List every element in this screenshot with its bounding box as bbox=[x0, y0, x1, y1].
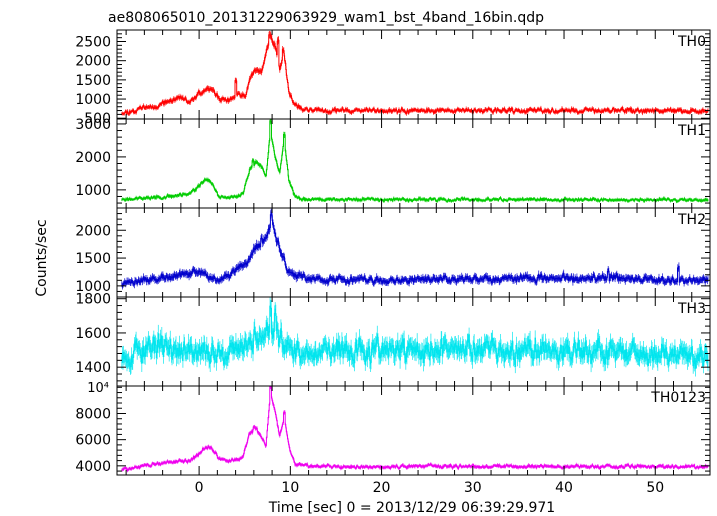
x-tick-label: 20 bbox=[373, 480, 391, 496]
y-tick-label: 6000 bbox=[75, 433, 111, 449]
panel-label-th3: TH3 bbox=[677, 301, 706, 317]
series-th1 bbox=[121, 119, 709, 204]
panel-label-th0123: TH0123 bbox=[650, 390, 706, 406]
y-top-label: 10⁴ bbox=[87, 381, 109, 396]
y-tick-label: 2000 bbox=[75, 223, 111, 239]
x-axis-label: Time [sec] 0 = 2013/12/29 06:39:29.971 bbox=[268, 500, 555, 516]
line-th1 bbox=[121, 120, 709, 203]
y-tick-label: 2000 bbox=[75, 54, 111, 70]
panel-frame bbox=[116, 385, 711, 476]
y-tick-label: 4000 bbox=[75, 459, 111, 475]
panel-th0: 500 1000 1500 2000 2500 TH0 bbox=[75, 29, 711, 127]
y-axis-label: Counts/sec bbox=[34, 219, 50, 296]
y-tick-label: 1600 bbox=[75, 326, 111, 342]
panel-th3: 1400 1600 1800 TH3 bbox=[75, 292, 711, 387]
y-tick-label: 1000 bbox=[75, 92, 111, 108]
panel-label-th2: TH2 bbox=[677, 212, 706, 228]
y-tick-label: 2500 bbox=[75, 35, 111, 51]
line-th3 bbox=[121, 305, 709, 369]
y-tick-label: 1000 bbox=[75, 279, 111, 295]
y-tick-label: 2000 bbox=[75, 150, 111, 166]
error-bars-th0 bbox=[121, 30, 709, 116]
error-bars-th3 bbox=[121, 297, 709, 377]
x-tick-label: 30 bbox=[464, 480, 482, 496]
y-tick-label: 1500 bbox=[75, 73, 111, 89]
chart-title: ae808065010_20131229063929_wam1_bst_4ban… bbox=[108, 10, 544, 26]
y-tick-label: 1400 bbox=[75, 360, 111, 376]
line-th0 bbox=[121, 34, 709, 115]
error-bars-th0123 bbox=[121, 386, 709, 473]
series-th3 bbox=[121, 297, 709, 377]
y-tick-label: 8000 bbox=[75, 406, 111, 422]
series-th0123 bbox=[121, 386, 709, 473]
panel-th1: 1000 2000 3000 TH1 bbox=[75, 117, 711, 209]
line-th0123 bbox=[121, 386, 709, 472]
x-axis: 0 10 20 30 40 50 bbox=[195, 480, 665, 496]
panel-th0123: 4000 6000 8000 10⁴ TH0123 bbox=[75, 381, 711, 476]
x-tick-label: 0 bbox=[195, 480, 204, 496]
panel-label-th1: TH1 bbox=[677, 123, 706, 139]
panel-label-th0: TH0 bbox=[677, 34, 706, 50]
series-th2 bbox=[121, 208, 709, 290]
x-tick-label: 50 bbox=[646, 480, 664, 496]
error-bars-th1 bbox=[121, 119, 709, 204]
panel-th2: 1000 1500 2000 TH2 bbox=[75, 207, 711, 298]
y-tick-label: 1800 bbox=[75, 292, 111, 308]
x-tick-label: 10 bbox=[281, 480, 299, 496]
panel-frame bbox=[116, 29, 711, 120]
panel-frame bbox=[116, 118, 711, 209]
y-tick-label: 1000 bbox=[75, 183, 111, 199]
series-th0 bbox=[121, 30, 709, 116]
y-tick-label: 500 bbox=[84, 111, 111, 127]
y-tick-label: 1500 bbox=[75, 251, 111, 267]
line-th2 bbox=[121, 212, 709, 288]
y-tick-label: 3000 bbox=[75, 117, 111, 133]
x-tick-label: 40 bbox=[555, 480, 573, 496]
